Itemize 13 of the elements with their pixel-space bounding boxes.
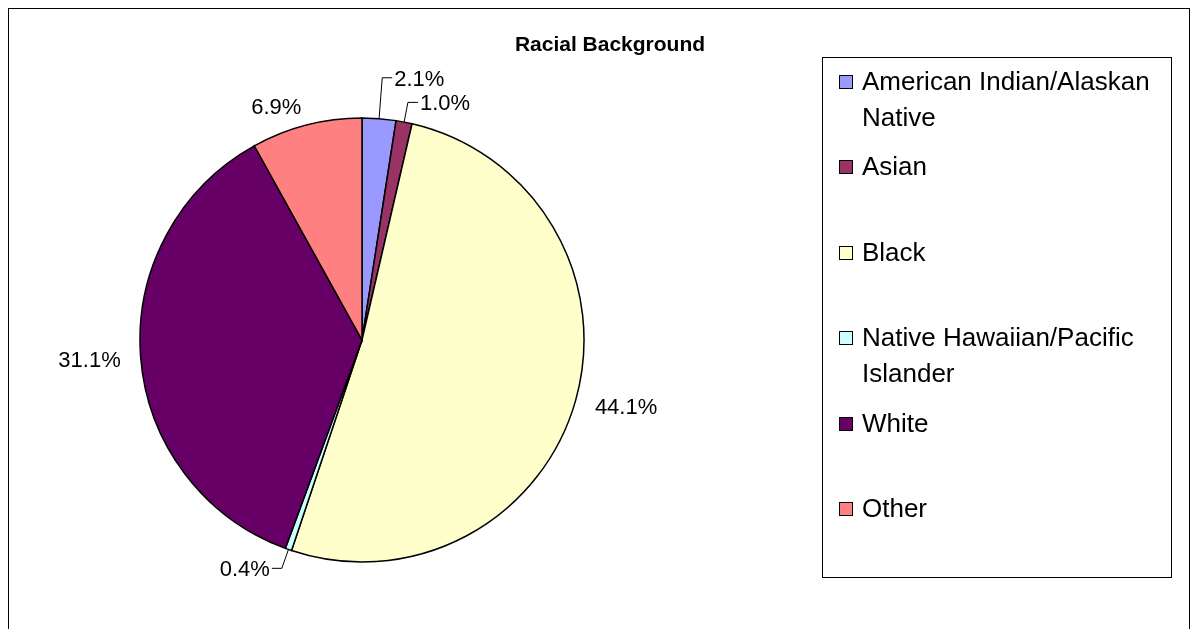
legend-label: Native Hawaiian/Pacific Islander — [862, 321, 1135, 391]
data-label: 2.1% — [394, 65, 445, 91]
legend-label: Other — [862, 491, 929, 525]
legend-label: Asian — [862, 150, 929, 184]
data-label: 31.1% — [58, 346, 121, 372]
chart-title: Racial Background — [514, 32, 706, 56]
data-label: 6.9% — [251, 93, 302, 119]
legend-label: White — [862, 406, 930, 440]
data-label: 44.1% — [594, 393, 658, 419]
legend-label: American Indian/Alaskan Native — [862, 65, 1151, 134]
legend-label: Black — [862, 235, 927, 269]
data-label: 0.4% — [219, 555, 270, 581]
data-label: 1.0% — [419, 89, 471, 115]
